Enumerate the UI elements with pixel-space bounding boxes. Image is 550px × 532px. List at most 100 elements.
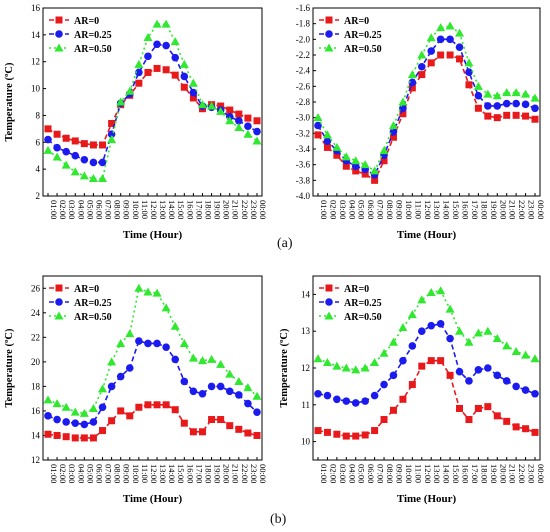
data-point [189, 387, 198, 396]
data-point [225, 387, 234, 396]
x-tick-label: 09:00 [122, 200, 132, 219]
chart-b-left: 12 14 16 18 20 22 24 26 01:00 02:00 03:00 04:00 05:0… [4, 275, 268, 505]
data-point [352, 432, 360, 440]
x-tick-label: 23:00 [249, 200, 259, 219]
x-tick-label: 04:00 [76, 464, 86, 483]
data-point [189, 94, 197, 102]
data-point [407, 310, 417, 319]
data-point [436, 320, 445, 328]
y-tick-label: 6 [36, 137, 41, 147]
x-tick-label: 03:00 [338, 464, 348, 483]
data-point [399, 104, 407, 113]
plot-frame [42, 7, 263, 197]
data-point [341, 152, 351, 161]
data-point [117, 407, 125, 415]
x-tick-label: 20:00 [222, 464, 232, 483]
y-tick-label: -2.6 [296, 81, 311, 91]
data-point [62, 147, 70, 156]
data-point [71, 137, 79, 145]
data-point [216, 359, 226, 368]
data-point [351, 162, 360, 171]
x-tick-label: 11:00 [140, 464, 150, 483]
data-point [152, 288, 162, 297]
legend-marker [55, 30, 63, 38]
data-point [161, 19, 171, 28]
data-point [427, 47, 436, 55]
y-tick-label: -3.6 [296, 160, 311, 170]
data-point [389, 133, 397, 141]
data-point [371, 176, 379, 184]
data-point [398, 323, 408, 332]
legend-label: AR=0.50 [344, 44, 382, 55]
data-point [180, 72, 189, 81]
data-point [521, 350, 531, 359]
data-point [314, 427, 322, 435]
data-point [522, 112, 530, 120]
data-point [455, 367, 464, 376]
x-tick-label: 23:00 [527, 464, 537, 483]
data-point [52, 152, 62, 161]
data-point [379, 348, 389, 357]
data-point [144, 401, 152, 409]
data-point [361, 431, 369, 439]
data-point [153, 401, 161, 409]
x-tick-label: 07:00 [376, 464, 386, 483]
data-point [511, 88, 521, 97]
y-tick-label: 12 [31, 455, 40, 465]
data-point [370, 391, 379, 400]
legend-label: AR=0.25 [74, 30, 112, 41]
data-point [436, 35, 445, 44]
data-point [71, 419, 80, 427]
data-point [512, 111, 520, 119]
x-tick-label: 16:00 [461, 464, 471, 483]
data-point [143, 33, 153, 42]
x-tick-label: 10:00 [404, 464, 414, 483]
x-tick-label: 06:00 [94, 200, 104, 219]
data-point [332, 142, 342, 151]
data-point [70, 167, 80, 176]
x-tick-label: 22:00 [517, 464, 527, 483]
x-tick-label: 13:00 [158, 464, 168, 483]
data-point [418, 71, 426, 79]
data-point [399, 395, 407, 403]
x-tick-label: 05:00 [357, 464, 367, 483]
data-point [162, 401, 170, 409]
data-point [521, 89, 531, 98]
x-tick-label: 14:00 [442, 200, 452, 219]
legend-label: AR=0.50 [344, 312, 382, 323]
x-axis-label: Time (Hour) [123, 493, 183, 505]
data-point [162, 66, 170, 74]
y-tick-label: -3.4 [296, 144, 311, 154]
series-AR=0.25 [44, 337, 261, 429]
series-line [317, 38, 536, 176]
data-point [351, 156, 361, 165]
legend-label: AR=0.50 [74, 312, 112, 323]
series-line [47, 67, 258, 146]
data-point [144, 339, 152, 348]
data-point [244, 429, 252, 437]
legend-label: AR=0 [74, 284, 99, 295]
legend-marker [55, 284, 63, 292]
data-point [512, 423, 520, 431]
x-tick-label: 08:00 [113, 200, 123, 219]
x-tick-label: 10:00 [404, 200, 414, 219]
legend-label: AR=0 [344, 284, 369, 295]
data-point [235, 117, 243, 125]
data-point [44, 135, 52, 144]
data-point [171, 355, 180, 364]
x-axis-label: Time (Hour) [123, 229, 183, 240]
x-tick-label: 12:00 [149, 464, 159, 483]
data-point [512, 382, 520, 391]
x-tick-label: 11:00 [140, 200, 150, 219]
x-tick-label: 03:00 [67, 200, 77, 219]
data-point [437, 357, 445, 365]
data-point [446, 51, 454, 59]
data-point [135, 403, 143, 411]
series-AR=0 [314, 51, 539, 184]
series-AR=0.25 [44, 40, 261, 167]
data-point [217, 416, 225, 424]
data-point [225, 116, 235, 125]
data-point [417, 327, 426, 335]
x-tick-label: 06:00 [94, 464, 104, 483]
data-point [62, 134, 70, 142]
